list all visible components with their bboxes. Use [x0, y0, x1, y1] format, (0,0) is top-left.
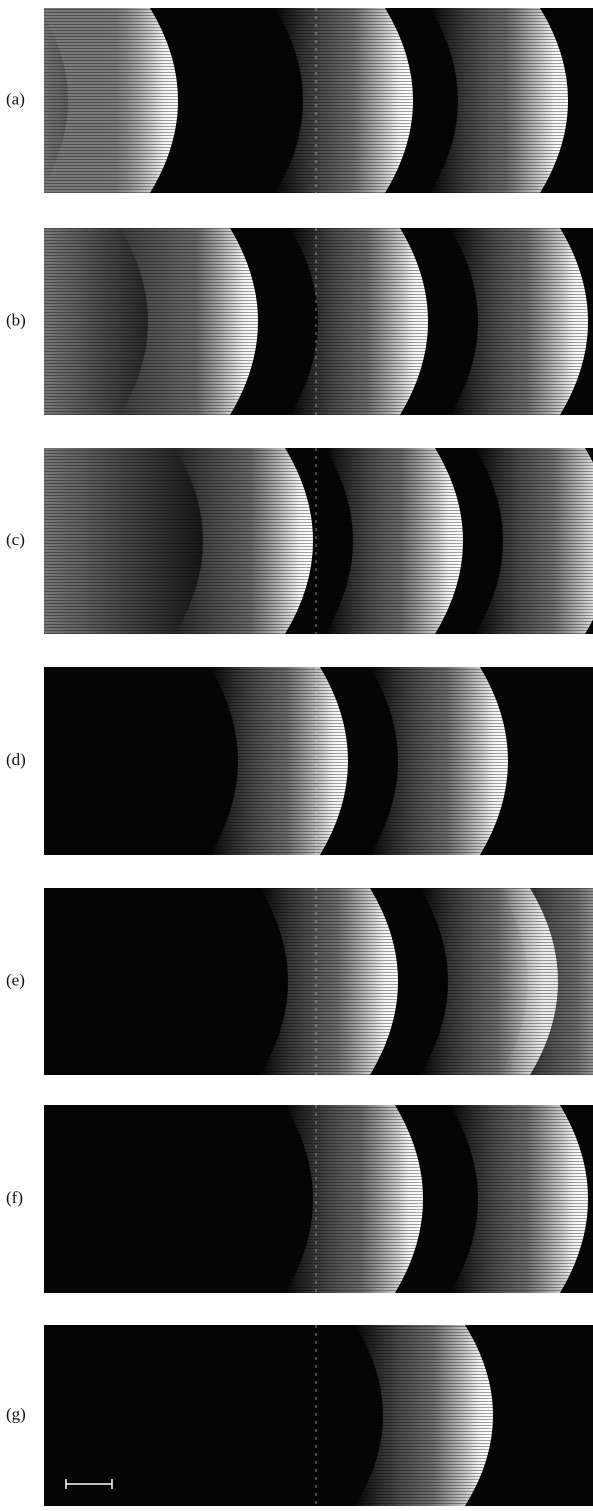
scan-lines	[44, 1105, 593, 1293]
panel-label: (e)	[6, 970, 25, 989]
panel	[44, 667, 593, 855]
scan-lines	[44, 448, 593, 634]
panel	[44, 1105, 593, 1293]
scan-lines	[44, 888, 593, 1075]
panel-label: (a)	[6, 89, 25, 108]
panel	[44, 1325, 593, 1506]
panel	[44, 448, 593, 634]
panel-label: (g)	[6, 1404, 26, 1423]
panel-label: (c)	[6, 530, 25, 549]
panel	[40, 8, 593, 193]
panel-label: (d)	[6, 750, 26, 769]
scan-lines	[44, 8, 593, 193]
panel	[44, 888, 593, 1075]
scan-lines	[44, 228, 593, 415]
scan-lines	[44, 667, 593, 855]
panel	[44, 228, 593, 415]
figure: (a) (b) (c) (d) (e) (f) (g)	[0, 0, 593, 1506]
scan-lines	[44, 1325, 593, 1506]
panel-label: (f)	[6, 1188, 23, 1207]
panel-label: (b)	[6, 310, 26, 329]
